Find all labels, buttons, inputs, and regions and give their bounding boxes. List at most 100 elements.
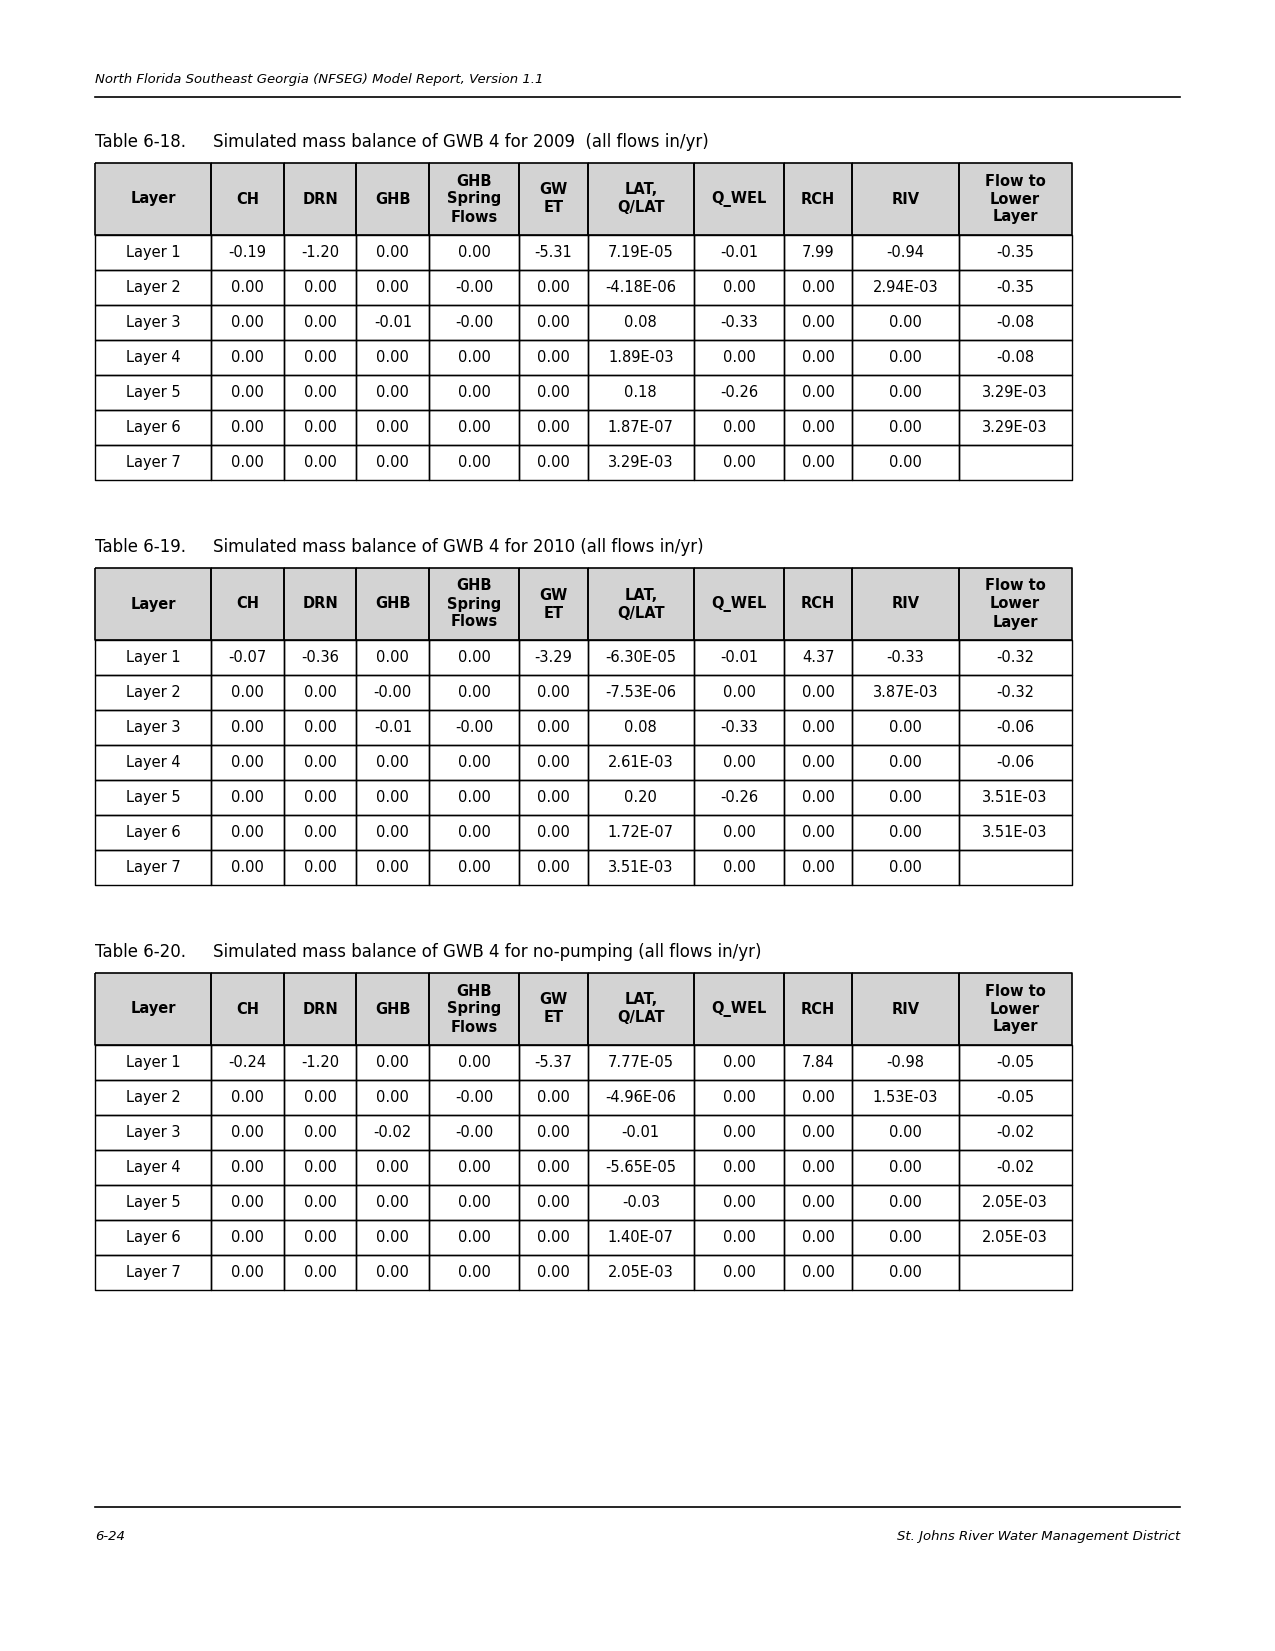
Bar [784,745,852,779]
Text: LAT,
Q/LAT: LAT, Q/LAT [617,992,664,1025]
Text: 0.00: 0.00 [376,1161,409,1176]
Text: 0.00: 0.00 [376,826,409,840]
Bar [284,675,357,710]
Text: RCH: RCH [801,596,835,611]
Text: 1.40E-07: 1.40E-07 [608,1230,673,1245]
Bar [96,305,212,340]
Text: -0.01: -0.01 [374,720,412,735]
Text: 0.00: 0.00 [889,456,922,471]
Text: -0.94: -0.94 [886,244,924,259]
Text: Flow to
Lower
Layer: Flow to Lower Layer [984,578,1046,629]
Bar [212,305,284,340]
Bar [96,568,212,641]
Bar [852,446,959,480]
Text: 0.00: 0.00 [889,755,922,769]
Text: 0.00: 0.00 [889,1161,922,1176]
Bar [694,1220,784,1255]
Text: 0.00: 0.00 [376,1230,409,1245]
Text: 0.00: 0.00 [303,755,337,769]
Bar [519,972,588,1045]
Text: -0.02: -0.02 [996,1161,1034,1176]
Text: 0.00: 0.00 [458,685,491,700]
Text: 0.00: 0.00 [723,456,755,471]
Text: 0.00: 0.00 [303,685,337,700]
Text: Layer 7: Layer 7 [126,456,181,471]
Text: 0.00: 0.00 [802,685,835,700]
Text: GHB: GHB [375,192,411,206]
Bar [784,1045,852,1080]
Text: 0.00: 0.00 [376,789,409,806]
Bar [959,745,1071,779]
Bar [430,972,519,1045]
Text: 0.00: 0.00 [802,826,835,840]
Bar [212,1080,284,1114]
Text: 0.00: 0.00 [537,789,570,806]
Text: -7.53E-06: -7.53E-06 [606,685,676,700]
Bar [357,1151,430,1185]
Text: -1.20: -1.20 [301,244,339,259]
Text: CH: CH [236,1002,259,1017]
Text: 0.00: 0.00 [303,860,337,875]
Bar [588,1080,694,1114]
Text: 0.00: 0.00 [231,720,264,735]
Text: -0.26: -0.26 [720,385,759,400]
Text: 0.00: 0.00 [802,315,835,330]
Text: 1.72E-07: 1.72E-07 [608,826,673,840]
Bar [852,1220,959,1255]
Bar [784,271,852,305]
Bar [852,305,959,340]
Bar [430,745,519,779]
Text: -0.33: -0.33 [720,720,757,735]
Bar [852,850,959,885]
Text: -5.31: -5.31 [534,244,572,259]
Text: 0.00: 0.00 [376,456,409,471]
Text: -0.32: -0.32 [996,650,1034,665]
Bar [852,1080,959,1114]
Bar [284,745,357,779]
Bar [784,850,852,885]
Bar [284,641,357,675]
Text: 0.00: 0.00 [723,1161,755,1176]
Bar [959,568,1071,641]
Text: 3.29E-03: 3.29E-03 [982,419,1048,434]
Bar [357,1045,430,1080]
Bar [852,1114,959,1151]
Bar [357,710,430,745]
Bar [284,1185,357,1220]
Bar [588,745,694,779]
Bar [430,305,519,340]
Bar [694,972,784,1045]
Bar [852,1185,959,1220]
Bar [519,1114,588,1151]
Bar [784,1220,852,1255]
Text: 0.00: 0.00 [458,244,491,259]
Text: 0.00: 0.00 [458,1195,491,1210]
Bar [430,1220,519,1255]
Text: LAT,
Q/LAT: LAT, Q/LAT [617,183,664,216]
Bar [212,850,284,885]
Bar [694,1114,784,1151]
Text: 0.00: 0.00 [376,1090,409,1105]
Bar [694,305,784,340]
Text: 0.00: 0.00 [231,685,264,700]
Text: Simulated mass balance of GWB 4 for no-pumping (all flows in/yr): Simulated mass balance of GWB 4 for no-p… [213,943,761,961]
Text: 0.00: 0.00 [376,419,409,434]
Text: Layer 2: Layer 2 [126,281,181,296]
Bar [694,745,784,779]
Bar [588,163,694,234]
Text: 3.29E-03: 3.29E-03 [982,385,1048,400]
Text: 0.00: 0.00 [458,860,491,875]
Bar [357,1080,430,1114]
Bar [96,375,212,409]
Text: -4.18E-06: -4.18E-06 [606,281,676,296]
Text: 0.00: 0.00 [723,1090,755,1105]
Bar [519,1220,588,1255]
Bar [430,850,519,885]
Text: RCH: RCH [801,192,835,206]
Bar [519,234,588,271]
Text: 0.00: 0.00 [231,1195,264,1210]
Bar [784,675,852,710]
Bar [430,779,519,816]
Bar [959,675,1071,710]
Bar [694,1045,784,1080]
